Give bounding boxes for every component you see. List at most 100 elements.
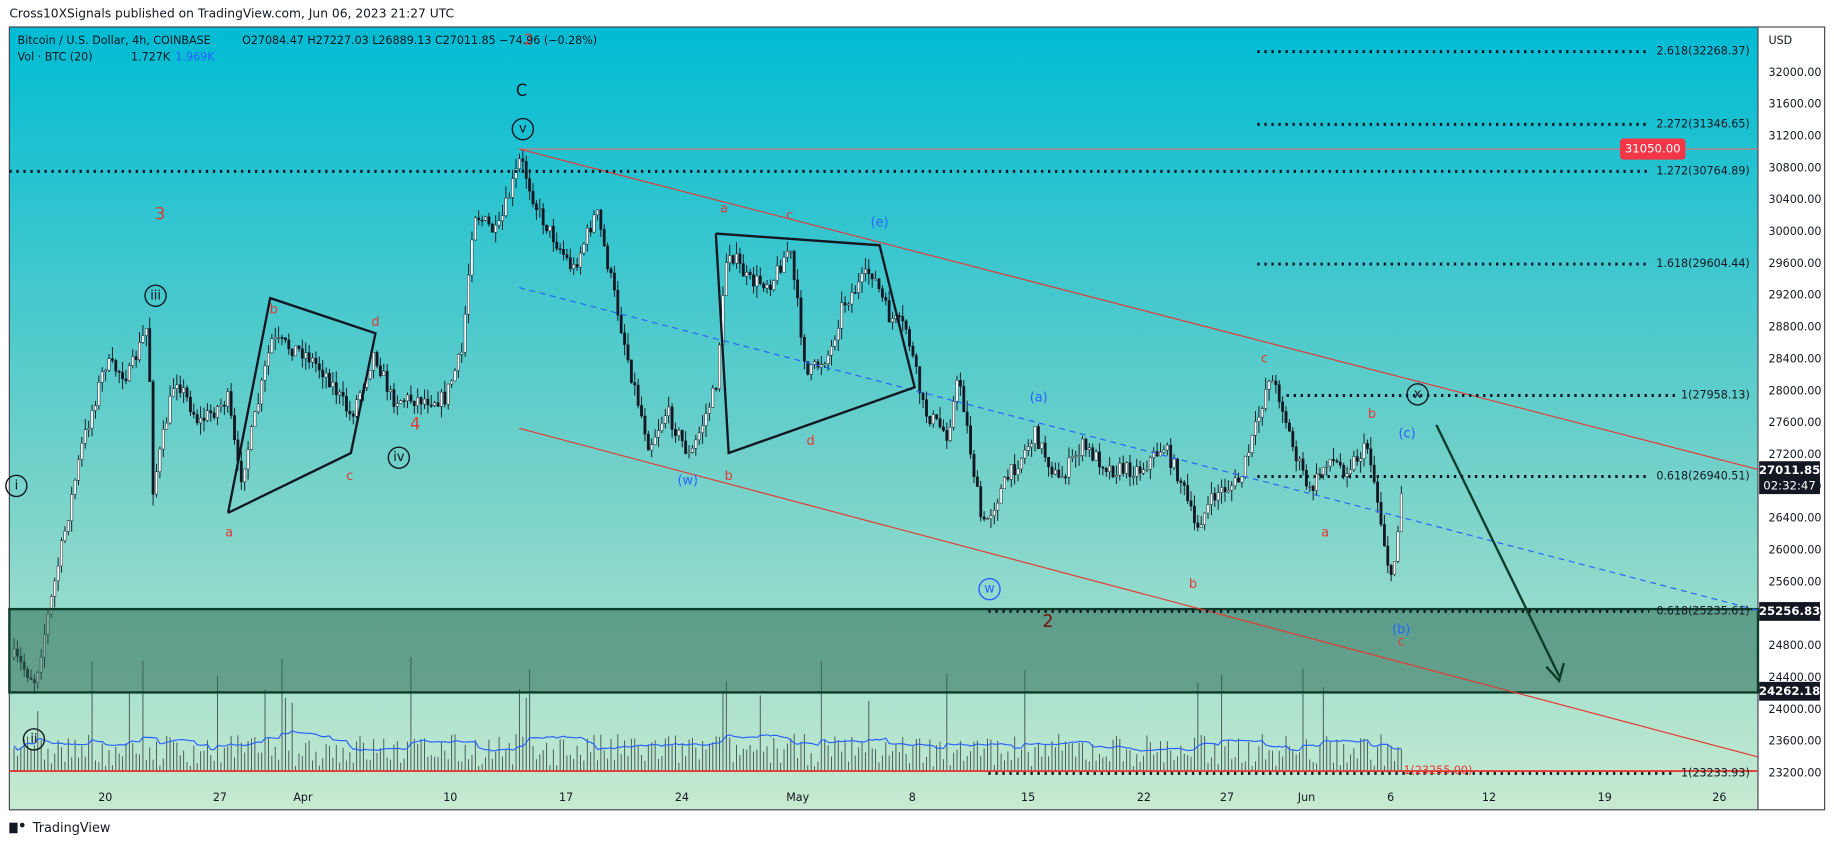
candle-body — [772, 280, 776, 290]
chart-border — [8, 26, 1826, 811]
candle-body — [1382, 524, 1386, 547]
time-label: 12 — [1482, 791, 1496, 804]
candle-body — [507, 197, 511, 199]
candle-body — [1098, 451, 1101, 468]
candle-body — [1220, 487, 1223, 493]
wave-circle — [978, 577, 1001, 601]
candle-body — [860, 273, 864, 283]
candle-body — [640, 405, 643, 417]
time-label: 27 — [213, 791, 227, 804]
candle-body — [185, 387, 189, 398]
candle-body — [1189, 500, 1193, 507]
price-label: 27600.00 — [1769, 416, 1822, 429]
candle-body — [222, 404, 226, 407]
candle-body — [1359, 458, 1363, 462]
candle-body — [867, 268, 871, 275]
candle-body — [1047, 457, 1050, 468]
candles — [12, 148, 1403, 694]
candle-body — [1264, 389, 1268, 409]
price-label: 32000.00 — [1769, 66, 1822, 79]
candle-body — [1016, 468, 1020, 476]
fib-label: 1(23233.93) — [1681, 766, 1750, 779]
candle-body — [942, 426, 945, 431]
candle-body — [446, 383, 450, 405]
candle-body — [762, 283, 766, 289]
legend-symbol: Bitcoin / U.S. Dollar, 4h, COINBASE — [18, 34, 211, 47]
candle-body — [796, 279, 799, 299]
candle-body — [168, 395, 172, 424]
candle-body — [1393, 561, 1396, 575]
wave-label: C — [516, 81, 527, 100]
candle-body — [1315, 473, 1318, 491]
candle-body — [1043, 442, 1047, 458]
candle-body — [53, 580, 57, 597]
candle-body — [1003, 476, 1006, 489]
candle-body — [392, 389, 396, 407]
candle-body — [1162, 449, 1166, 453]
candle-body — [945, 430, 949, 441]
candle-body — [843, 302, 847, 306]
candle-body — [450, 380, 454, 385]
candle-body — [1193, 505, 1196, 524]
candle-body — [538, 208, 542, 211]
channel-lower — [519, 427, 1759, 758]
candle-body — [1067, 457, 1071, 478]
candle-body — [226, 391, 230, 407]
red-level-label: 1(23255.00) — [1404, 764, 1473, 777]
candle-body — [1301, 458, 1305, 471]
candle-body — [1257, 416, 1261, 422]
candle-body — [826, 354, 830, 365]
candle-body — [131, 356, 135, 366]
candle-body — [657, 430, 660, 438]
candle-body — [172, 388, 175, 397]
candle-body — [501, 215, 504, 221]
candle-body — [1135, 466, 1139, 477]
candle-body — [1118, 462, 1122, 476]
candle-body — [975, 476, 979, 487]
price-label: 24000.00 — [1769, 703, 1822, 716]
support-zone — [8, 607, 1760, 694]
candle-body — [1057, 469, 1061, 478]
candle-body — [1349, 469, 1352, 474]
wave-label: (b) — [1392, 623, 1410, 638]
candle-body — [1209, 493, 1213, 505]
candle-body — [307, 352, 311, 363]
fib-levels: 2.618(32268.37) 2.272(31346.65) 1.272(3076… — [9, 45, 1750, 779]
candle-body — [1009, 464, 1013, 480]
candle-body — [233, 415, 236, 441]
candle-body — [117, 371, 121, 373]
candle-body — [816, 361, 820, 368]
candle-body — [1271, 380, 1274, 383]
wave-label: a — [1321, 525, 1329, 540]
candle-body — [477, 217, 481, 221]
candle-body — [1125, 462, 1129, 474]
candle-body — [151, 381, 155, 495]
candle-body — [853, 292, 857, 294]
candle-body — [321, 369, 325, 378]
candle-body — [155, 471, 158, 495]
candle-body — [283, 337, 287, 341]
candle-body — [267, 352, 270, 367]
candle-body — [524, 161, 528, 179]
candle-body — [345, 396, 348, 412]
candle-body — [470, 239, 474, 276]
candle-body — [1121, 462, 1125, 474]
candle-body — [833, 339, 837, 347]
fib-label: 1(27958.13) — [1681, 388, 1750, 401]
candle-body — [887, 300, 891, 323]
candle-body — [253, 411, 257, 427]
candle-body — [389, 389, 392, 392]
candle-body — [1318, 473, 1322, 476]
candle-body — [986, 518, 989, 520]
candle-body — [908, 329, 911, 347]
wave-label: b — [1189, 577, 1197, 592]
candle-body — [97, 382, 101, 406]
candle-body — [1352, 456, 1356, 470]
wave-label: b — [1368, 407, 1376, 422]
candle-body — [134, 356, 138, 360]
candle-body — [565, 254, 569, 258]
candle-body — [707, 407, 711, 414]
candle-body — [643, 415, 647, 435]
candle-body — [650, 444, 654, 451]
wave-label: (a) — [1030, 390, 1048, 405]
